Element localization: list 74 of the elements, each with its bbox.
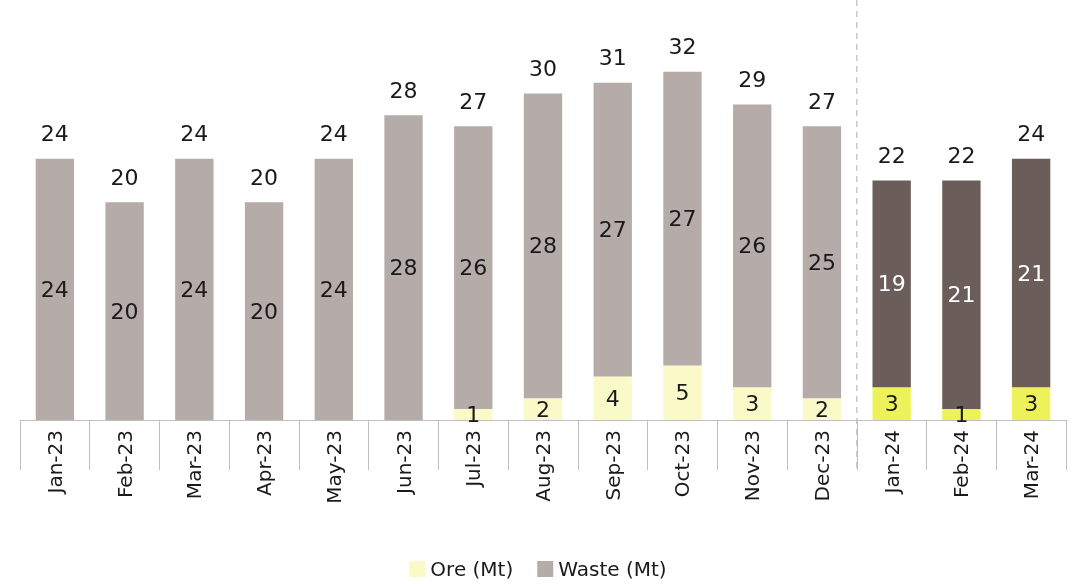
bar (523, 93, 563, 399)
x-tick-label: Jul-23 (461, 430, 486, 489)
total-label: 24 (319, 121, 348, 147)
data-label: 5 (675, 380, 690, 406)
bar (35, 158, 75, 420)
total-label: 30 (529, 56, 557, 82)
x-tick-label: Sep-23 (600, 430, 625, 501)
data-label: 24 (40, 276, 69, 302)
data-label: 28 (389, 255, 418, 281)
data-label: 19 (877, 271, 906, 297)
data-label: 26 (459, 255, 488, 281)
data-label: 26 (738, 233, 767, 259)
bar (872, 387, 911, 420)
x-tick-label: Jun-23 (391, 430, 416, 496)
data-label: 20 (110, 298, 139, 324)
total-label: 29 (738, 66, 767, 92)
total-label: 31 (598, 45, 627, 71)
bar (593, 82, 632, 377)
data-label: 4 (605, 385, 620, 411)
bar (802, 126, 842, 399)
x-tick-label: Mar-23 (182, 430, 207, 500)
data-label: 21 (1017, 260, 1046, 286)
legend-label: Waste (Mt) (558, 557, 667, 581)
data-label: 2 (536, 396, 550, 422)
x-tick-label: Oct-23 (670, 430, 695, 498)
total-label: 20 (110, 164, 139, 190)
x-tick-label: Feb-23 (112, 430, 137, 499)
bar (175, 158, 214, 420)
x-tick-label: Nov-23 (740, 430, 765, 502)
data-label: 1 (954, 402, 969, 428)
total-label: 24 (180, 121, 209, 147)
data-label: 27 (598, 217, 627, 243)
x-tick-label: Jan-23 (42, 430, 67, 496)
data-label: 20 (250, 298, 279, 324)
data-label: 28 (529, 233, 557, 259)
bar (1011, 387, 1051, 420)
total-label: 27 (459, 88, 488, 114)
x-tick-label: Jan-24 (879, 430, 904, 496)
bar (384, 115, 423, 420)
data-label: 2 (814, 396, 829, 422)
bar (733, 104, 772, 388)
data-label: 24 (180, 276, 209, 302)
data-label: 3 (745, 391, 760, 417)
bar (314, 158, 353, 420)
total-label: 24 (40, 121, 69, 147)
x-tick-label: Feb-24 (949, 430, 974, 499)
data-label: 1 (466, 402, 481, 428)
data-label: 21 (947, 282, 976, 308)
bar (105, 202, 144, 420)
total-label: 22 (877, 143, 906, 169)
bar (733, 387, 772, 420)
data-label: 25 (807, 249, 836, 275)
data-label: 3 (884, 391, 899, 417)
total-label: 28 (389, 77, 418, 103)
x-tick-label: Mar-24 (1019, 430, 1044, 500)
legend-label: Ore (Mt) (430, 557, 514, 581)
bar (1011, 158, 1051, 388)
data-label: 3 (1024, 391, 1039, 417)
x-tick-label: May-23 (321, 430, 346, 504)
total-label: 32 (668, 34, 697, 60)
total-label: 24 (1017, 121, 1046, 147)
data-label: 24 (319, 276, 348, 302)
x-tick-label: Dec-23 (809, 430, 834, 502)
bar (244, 202, 284, 420)
bar (663, 365, 702, 420)
total-label: 22 (947, 143, 976, 169)
bar (593, 376, 632, 420)
x-tick-label: Aug-23 (531, 430, 555, 502)
total-label: 20 (250, 164, 279, 190)
data-label: 27 (668, 206, 697, 232)
bar (663, 71, 702, 366)
bar (872, 180, 911, 388)
total-label: 27 (807, 88, 836, 114)
x-tick-label: Apr-23 (252, 430, 277, 496)
